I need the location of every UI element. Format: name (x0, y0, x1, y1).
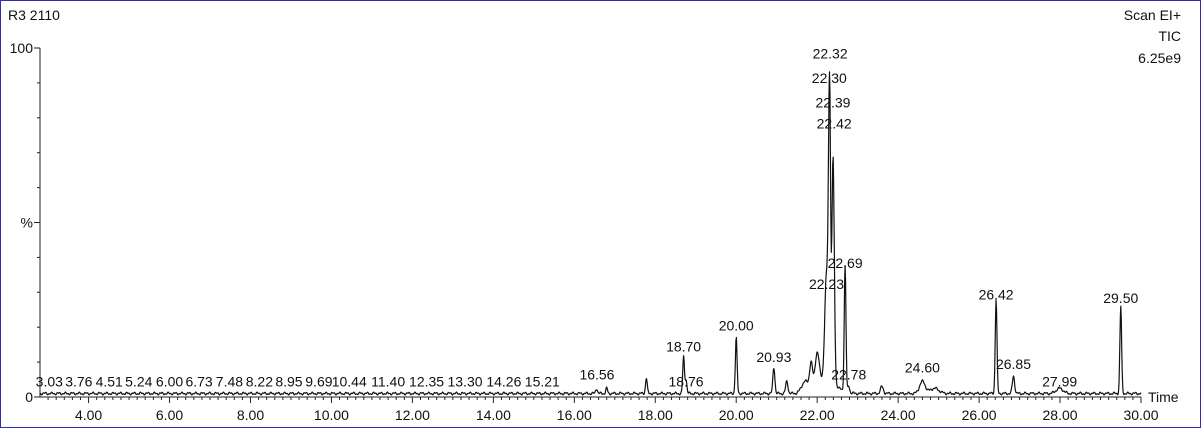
x-tick-label: 20.00 (719, 407, 754, 423)
x-tick-label: 26.00 (962, 407, 997, 423)
peak-labels: 3.03 3.76 4.51 5.24 6.00 6.73 7.48 8.22 8.95 9.69… (36, 45, 1139, 389)
x-tick-label: 16.00 (557, 407, 592, 423)
peak-label: 7.48 (216, 374, 243, 390)
peak-label: 9.69 (305, 374, 332, 390)
peak-label: 10.44 (332, 374, 367, 390)
peak-label: 20.93 (756, 349, 791, 365)
peak-label: 5.24 (125, 374, 152, 390)
peak-label: 8.22 (246, 374, 273, 390)
peak-label: 22.39 (815, 94, 850, 110)
peak-label: 22.30 (812, 70, 847, 86)
x-axis-ticks: 4.00 6.00 8.00 10.00 12.00 14.00 16.00 18.00 20.… (47, 397, 1159, 423)
peak-label: 18.76 (669, 374, 704, 390)
peak-label: 6.73 (185, 374, 212, 390)
peak-label: 29.50 (1103, 290, 1138, 306)
peak-label: 8.95 (275, 374, 302, 390)
scan-mode-label: Scan EI+ (1124, 7, 1181, 23)
max-intensity-label: 6.25e9 (1138, 50, 1181, 66)
peak-label: 22.42 (817, 115, 852, 131)
y-tick-label: 0 (25, 389, 33, 405)
peak-label: 22.78 (831, 367, 866, 383)
peak-label: 22.23 (809, 276, 844, 292)
peak-label: 6.00 (156, 374, 183, 390)
tic-label: TIC (1158, 28, 1181, 44)
peak-label: 22.32 (813, 45, 848, 61)
x-tick-label: 30.00 (1123, 407, 1158, 423)
peak-label: 18.70 (666, 339, 701, 355)
x-tick-label: 28.00 (1043, 407, 1078, 423)
peak-label: 26.85 (996, 356, 1031, 372)
peak-label: 11.40 (371, 374, 405, 390)
x-tick-label: 22.00 (800, 407, 835, 423)
x-tick-label: 14.00 (476, 407, 511, 423)
peak-label: 20.00 (719, 318, 754, 334)
peak-label: 3.76 (65, 374, 92, 390)
x-tick-label: 18.00 (638, 407, 673, 423)
peak-label: 27.99 (1042, 374, 1077, 390)
tic-trace (39, 71, 1142, 396)
peak-label: 12.35 (409, 374, 444, 390)
peak-label: 14.26 (486, 374, 521, 390)
peak-label: 4.51 (96, 374, 123, 390)
x-tick-label: 10.00 (314, 407, 349, 423)
x-tick-label: 24.00 (881, 407, 916, 423)
y-tick-label: % (21, 215, 33, 231)
peak-label: 26.42 (979, 286, 1014, 302)
peak-label: 15.21 (525, 374, 560, 390)
x-tick-label: 8.00 (237, 407, 264, 423)
y-axis-ticks: 0% 100 (10, 40, 40, 405)
x-tick-label: 12.00 (395, 407, 430, 423)
peak-label: 13.30 (447, 374, 482, 390)
peak-label: 16.56 (579, 367, 614, 383)
x-tick-label: 4.00 (75, 407, 102, 423)
x-axis-title: Time (1148, 389, 1179, 405)
peak-label: 24.60 (905, 360, 940, 376)
sample-label: R3 2110 (8, 7, 60, 23)
y-tick-label: 100 (10, 40, 34, 56)
x-tick-label: 6.00 (156, 407, 183, 423)
peak-label: 3.03 (36, 374, 63, 390)
peak-label: 22.69 (828, 255, 863, 271)
